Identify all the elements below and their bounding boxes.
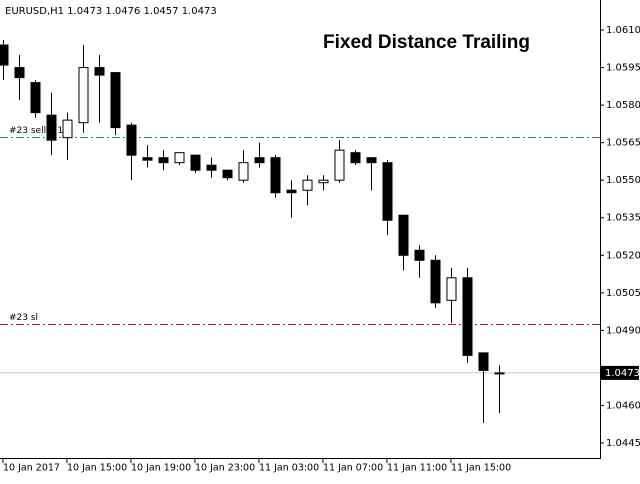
candle-body: [398, 214, 409, 256]
x-tick-label: 11 Jan 07:00: [323, 463, 383, 474]
y-tick-label: 1.0565: [606, 138, 640, 149]
candle-body: [494, 372, 505, 375]
candle-body: [350, 152, 361, 164]
y-tick-label: 1.0520: [606, 250, 640, 261]
candle-body: [462, 277, 473, 356]
candle-body: [190, 154, 201, 171]
candle-body: [126, 124, 137, 156]
candle-body: [446, 277, 457, 301]
candle-body: [222, 169, 233, 179]
y-tick-label: 1.0535: [606, 213, 640, 224]
candle-body: [206, 164, 217, 171]
y-tick-label: 1.0550: [606, 175, 640, 186]
x-tick-label: 10 Jan 15:00: [67, 463, 127, 474]
candle-body: [430, 259, 441, 304]
y-tick-label: 1.0445: [606, 438, 640, 449]
candle-body: [0, 44, 9, 66]
x-tick-label: 10 Jan 23:00: [195, 463, 255, 474]
candle-body: [254, 157, 265, 164]
candle-body: [302, 179, 313, 191]
candle-body: [270, 157, 281, 194]
candle-body: [286, 189, 297, 194]
x-tick-label: 11 Jan 03:00: [259, 463, 319, 474]
candle-body: [110, 72, 121, 129]
chart-title: Fixed Distance Trailing: [323, 32, 530, 53]
order-line-label: #23 sell 0.10: [9, 126, 69, 136]
candle-body: [238, 162, 249, 181]
candle-body: [30, 82, 41, 114]
x-tick-label: 10 Jan 19:00: [131, 463, 191, 474]
order-line-label: #23 sl: [9, 313, 38, 323]
last-price-box: [601, 365, 639, 380]
candle-body: [478, 352, 489, 371]
candle-body: [142, 157, 153, 161]
y-tick-label: 1.0460: [606, 400, 640, 411]
y-tick-label: 1.0595: [606, 63, 640, 74]
candle-body: [334, 149, 345, 181]
candle-body: [46, 114, 57, 141]
candle-body: [174, 152, 185, 164]
candle-body: [318, 179, 329, 184]
candle-body: [382, 162, 393, 221]
candle-body: [158, 157, 169, 164]
candle-body: [14, 67, 25, 79]
candle-body: [366, 157, 377, 164]
candle-body: [94, 67, 105, 76]
y-tick-label: 1.0580: [606, 100, 640, 111]
x-tick-label: 11 Jan 15:00: [451, 463, 511, 474]
x-tick-label: 10 Jan 2017: [3, 463, 60, 474]
y-tick-label: 1.0505: [606, 288, 640, 299]
chart-header: EURUSD,H1 1.0473 1.0476 1.0457 1.0473: [5, 6, 217, 17]
y-tick-label: 1.0490: [606, 325, 640, 336]
candle-body: [78, 67, 89, 124]
last-price-label: 1.0473: [605, 368, 640, 379]
y-tick-label: 1.0610: [606, 25, 640, 36]
candle-body: [62, 119, 73, 139]
candle-body: [414, 249, 425, 261]
x-tick-label: 11 Jan 11:00: [387, 463, 447, 474]
